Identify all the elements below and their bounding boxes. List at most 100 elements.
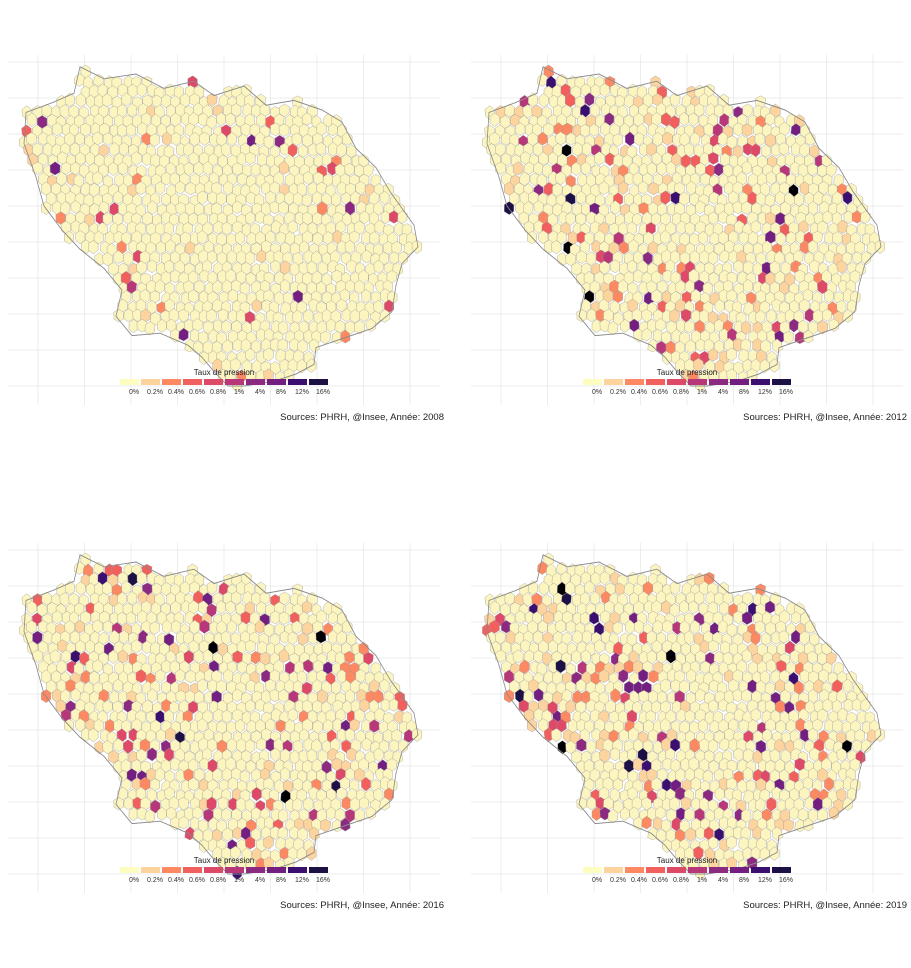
legend-tick-labels: 0% 0.2% 0.4% 0.6% 0.8% 1% 4% 8% 12% 16%: [579, 389, 819, 399]
commune: [69, 142, 81, 157]
legend-tick-label: 16%: [778, 877, 794, 884]
legend-tick-label: 0.8%: [673, 389, 689, 396]
legend-swatch: [309, 379, 328, 385]
commune: [251, 827, 261, 842]
commune: [189, 328, 200, 343]
legend-swatch: [730, 379, 749, 385]
commune: [695, 162, 706, 176]
commune: [684, 319, 695, 334]
commune: [565, 700, 576, 714]
commune: [74, 114, 85, 129]
commune: [361, 289, 371, 304]
commune: [726, 623, 738, 638]
source-caption: Sources: PHRH, @Insee, Année: 2012: [743, 412, 907, 423]
commune: [131, 151, 142, 166]
commune: [75, 718, 86, 733]
commune: [263, 835, 274, 850]
legend-swatch: [604, 867, 623, 873]
commune: [860, 698, 871, 712]
commune: [708, 211, 719, 225]
commune: [127, 591, 138, 606]
commune: [708, 679, 720, 693]
legend-tick-label: 1%: [696, 389, 708, 396]
legend-title: Taux de pression: [656, 856, 718, 865]
legend-swatch: [751, 379, 770, 385]
legend-swatch: [141, 867, 160, 873]
commune: [117, 161, 128, 176]
commune: [359, 210, 370, 225]
communes-layer: [19, 64, 422, 393]
commune: [237, 660, 248, 674]
commune: [537, 73, 548, 87]
commune: [291, 132, 303, 147]
legend-tick-label: 0.4%: [631, 877, 647, 884]
commune: [689, 680, 701, 695]
commune: [822, 698, 833, 713]
commune: [250, 162, 261, 177]
commune: [354, 279, 365, 295]
commune: [843, 210, 854, 225]
legend-color-bar: [583, 379, 793, 385]
legend-tick-label: 8%: [275, 877, 287, 884]
commune: [551, 728, 562, 743]
legend-tick-label: 0%: [128, 877, 140, 884]
commune: [245, 348, 256, 362]
commune: [102, 620, 113, 634]
commune: [641, 327, 652, 342]
commune: [504, 103, 516, 118]
commune: [778, 630, 790, 644]
commune: [113, 796, 124, 811]
commune: [799, 142, 810, 158]
commune: [361, 777, 371, 792]
legend-swatch: [225, 379, 244, 385]
commune: [279, 103, 290, 118]
legend-swatch: [225, 867, 244, 873]
commune: [537, 561, 548, 575]
commune: [302, 621, 313, 636]
commune: [665, 221, 676, 236]
commune: [501, 620, 512, 634]
commune: [365, 806, 376, 821]
commune: [754, 620, 766, 635]
commune: [175, 591, 186, 605]
commune: [206, 92, 218, 107]
commune: [789, 318, 799, 333]
legend-tick-label: 0.2%: [147, 389, 163, 396]
commune: [861, 251, 872, 266]
commune: [369, 231, 380, 245]
commune: [344, 727, 355, 742]
commune: [617, 767, 628, 782]
commune: [709, 818, 720, 833]
commune: [147, 259, 157, 274]
commune: [495, 161, 506, 175]
commune: [501, 132, 512, 146]
commune: [861, 739, 872, 754]
commune: [251, 339, 261, 354]
commune: [489, 132, 500, 146]
commune: [612, 133, 623, 147]
commune: [232, 162, 243, 176]
commune: [55, 699, 66, 713]
commune: [500, 115, 511, 129]
commune: [780, 261, 792, 276]
commune: [641, 815, 652, 830]
commune: [589, 611, 600, 625]
commune: [198, 112, 209, 127]
commune: [765, 133, 776, 148]
legend-tick-label: 0.8%: [210, 877, 226, 884]
commune: [555, 659, 566, 674]
commune: [232, 200, 243, 215]
commune: [518, 211, 529, 225]
commune: [221, 319, 232, 334]
commune: [805, 620, 816, 634]
commune: [278, 160, 290, 175]
commune: [51, 610, 63, 624]
commune: [398, 251, 409, 266]
commune: [764, 600, 776, 614]
commune: [607, 809, 619, 824]
commune: [113, 308, 124, 323]
commune: [790, 161, 801, 176]
commune: [275, 719, 286, 733]
commune: [270, 260, 281, 274]
commune: [584, 92, 595, 107]
